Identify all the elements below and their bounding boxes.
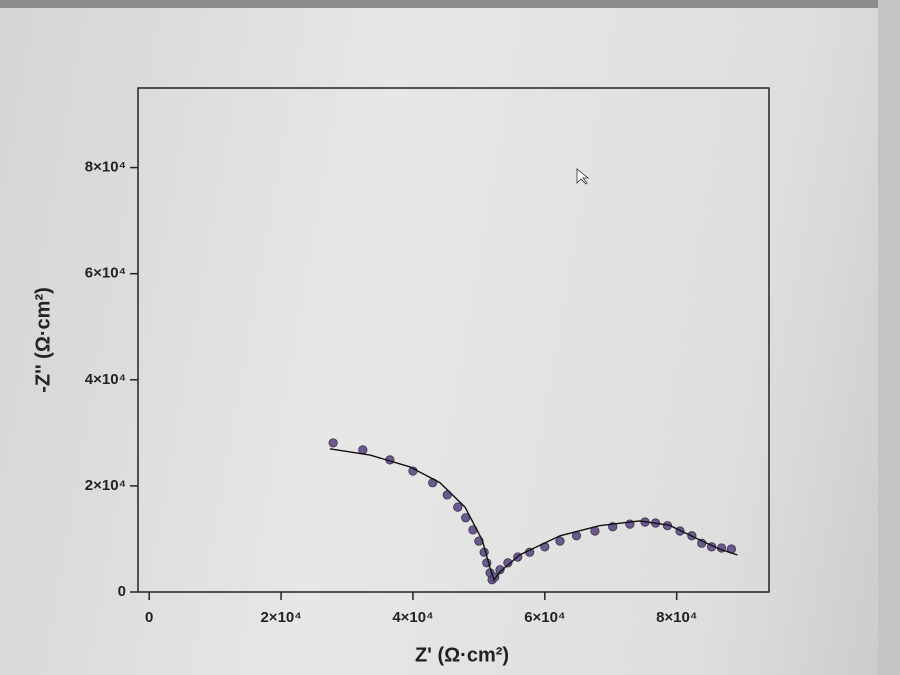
x-tick-label: 8×10⁴ xyxy=(656,609,697,626)
y-tick-label: 0 xyxy=(118,583,126,600)
y-tick-label: 2×10⁴ xyxy=(85,477,126,494)
x-tick-label: 6×10⁴ xyxy=(524,609,565,626)
data-point xyxy=(358,445,368,455)
y-tick-label: 4×10⁴ xyxy=(85,371,126,388)
x-tick-label: 2×10⁴ xyxy=(260,609,301,626)
y-tick-label: 6×10⁴ xyxy=(85,265,126,282)
data-point xyxy=(503,558,513,568)
x-tick-label: 4×10⁴ xyxy=(392,609,433,626)
data-point xyxy=(495,565,505,575)
screen-edge xyxy=(878,0,900,675)
mouse-cursor xyxy=(576,168,590,185)
x-tick-label: 0 xyxy=(145,609,153,626)
y-tick-label: 8×10⁴ xyxy=(85,159,126,176)
data-point xyxy=(453,502,463,512)
screen-edge xyxy=(0,0,900,8)
data-point xyxy=(555,536,565,546)
x-axis-label: Z' (Ω·cm²) xyxy=(415,644,509,666)
plot-frame xyxy=(137,87,770,593)
fit-line xyxy=(329,448,738,582)
y-axis-label: -Z'' (Ω·cm²) xyxy=(32,287,54,393)
data-point xyxy=(328,438,338,448)
